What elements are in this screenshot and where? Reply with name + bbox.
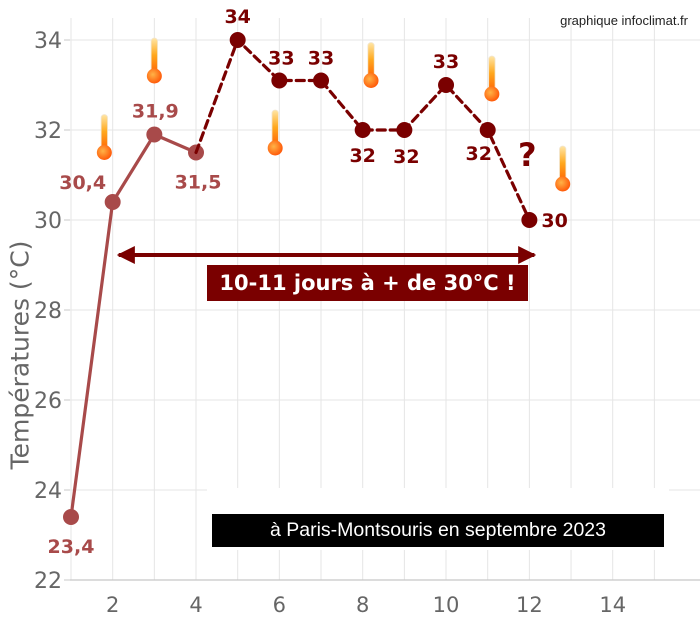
data-point	[229, 32, 246, 48]
thermometer-icon	[146, 37, 162, 84]
data-label: 34	[224, 6, 250, 28]
data-label: 31,9	[132, 101, 179, 123]
data-point	[146, 126, 163, 143]
location-caption: à Paris-Montsouris en septembre 2023	[212, 514, 664, 547]
data-point	[104, 194, 121, 210]
y-tick-label: 34	[34, 29, 62, 54]
series-line	[69, 132, 198, 519]
thermometer-icon	[267, 109, 283, 156]
thermometer-icons	[96, 37, 571, 192]
x-tick-label: 6	[273, 593, 286, 617]
data-point	[63, 509, 79, 525]
question-mark: ?	[518, 136, 537, 174]
x-tick-label: 12	[516, 593, 543, 617]
y-tick-label: 30	[34, 209, 62, 234]
data-label: 30	[541, 210, 567, 232]
data-label: 33	[268, 48, 294, 70]
data-labels: 23,4 30,4 31,9 31,5 34 33 33 32 32 33 32 30?	[48, 6, 568, 558]
thermometer-bulb	[96, 145, 112, 160]
thermometer-bulb	[484, 86, 500, 102]
x-tick-label: 2	[106, 593, 119, 617]
data-point	[521, 212, 538, 228]
chart-credit: graphique infoclimat.fr	[560, 13, 688, 28]
y-axis-label: Températures (°C)	[5, 240, 35, 470]
data-label: 32	[465, 143, 491, 165]
thermometer-bulb	[363, 73, 379, 88]
thermometer-icon	[96, 114, 112, 160]
annotation-banner: 10-11 jours à + de 30°C !	[207, 265, 528, 301]
x-tick-label: 14	[599, 593, 626, 617]
data-point	[479, 122, 496, 138]
data-point	[396, 122, 413, 138]
data-series	[63, 32, 538, 525]
data-label: 30,4	[59, 172, 106, 194]
y-tick-label: 26	[34, 389, 62, 414]
data-point	[271, 72, 288, 89]
y-tick-label: 24	[34, 479, 62, 504]
data-label: 31,5	[175, 172, 222, 194]
y-tick-label: 22	[34, 569, 62, 594]
thermometer-icon	[555, 145, 571, 192]
data-label: 23,4	[48, 536, 95, 558]
x-tick-label: 8	[356, 593, 369, 617]
thermometer-bulb	[146, 68, 162, 84]
thermometer-bulb	[555, 176, 571, 192]
data-point	[354, 122, 371, 138]
data-label: 33	[308, 48, 334, 70]
data-point	[438, 77, 455, 93]
thermometer-bulb	[267, 140, 283, 156]
grid-lines	[70, 18, 700, 580]
x-tick-label: 4	[189, 593, 202, 617]
data-label: 32	[349, 145, 375, 167]
y-tick-label: 28	[34, 299, 62, 324]
data-label: 32	[393, 146, 419, 168]
data-label: 33	[433, 51, 459, 73]
y-tick-label: 32	[34, 119, 62, 144]
thermometer-icon	[363, 42, 379, 88]
x-tick-label: 10	[433, 593, 460, 617]
data-point	[313, 72, 330, 89]
thermometer-icon	[484, 55, 500, 102]
